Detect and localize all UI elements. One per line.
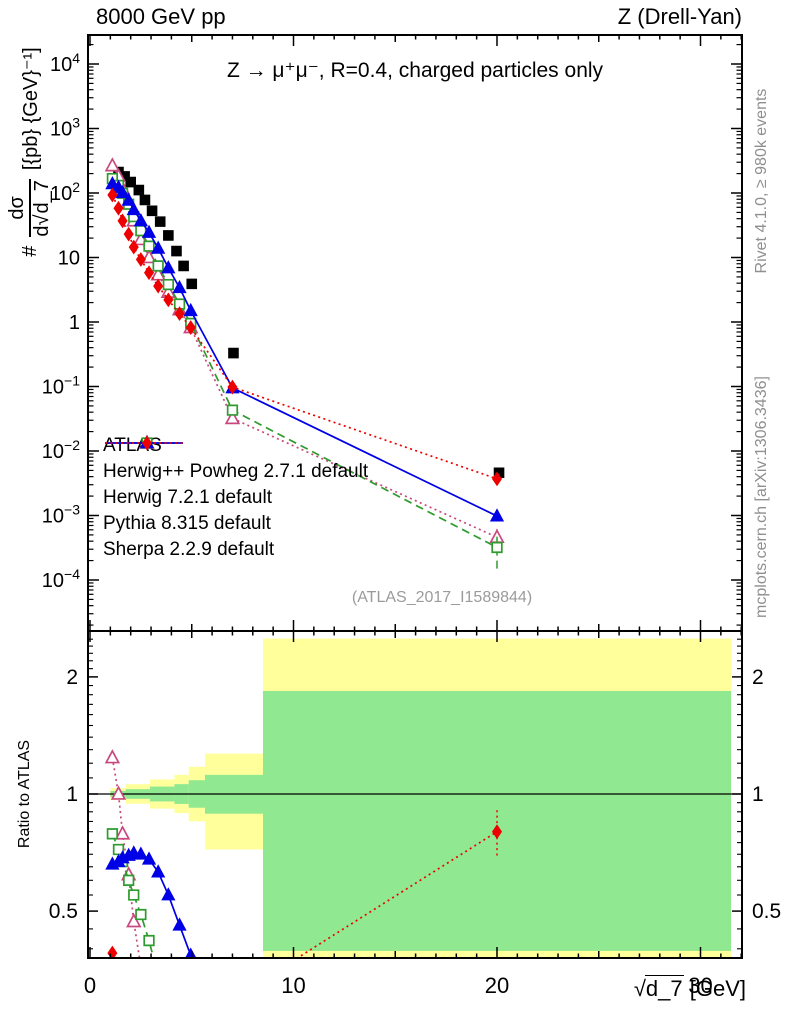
process-label: Z (Drell-Yan) xyxy=(617,4,742,29)
svg-text:102: 102 xyxy=(50,179,80,205)
ratio-series xyxy=(104,749,503,958)
sqrt-symbol: √ xyxy=(633,976,646,1001)
y-axis-fraction: dσ d√d_7 xyxy=(6,179,53,237)
main-series xyxy=(104,157,505,569)
plot-title: Z → μ⁺μ⁻, R=0.4, charged particles only xyxy=(226,59,604,82)
y-axis-title-main: # dσ d√d_7 [{pb} {GeV}⁻¹] xyxy=(2,2,58,302)
svg-text:0.5: 0.5 xyxy=(752,900,781,923)
ratio-uncertainty-bands xyxy=(110,638,732,958)
legend-label: Herwig 7.2.1 default xyxy=(103,487,272,508)
svg-text:10: 10 xyxy=(281,973,305,998)
y-axis-numerator: dσ xyxy=(6,179,31,237)
legend-item-herwig7: Herwig 7.2.1 default xyxy=(103,437,368,511)
legend-item-sherpa: Sherpa 2.2.9 default xyxy=(103,435,368,563)
legend: ATLAS Herwig++ Powheg 2.7.1 default Herw… xyxy=(103,433,368,563)
axis-ticks xyxy=(88,35,742,958)
svg-text:2: 2 xyxy=(752,666,764,689)
svg-text:10−1: 10−1 xyxy=(42,373,80,399)
svg-text:1: 1 xyxy=(69,312,80,334)
legend-label: Pythia 8.315 default xyxy=(103,513,271,534)
svg-text:20: 20 xyxy=(485,973,509,998)
x-axis-radicand: d_7 xyxy=(644,975,684,1001)
svg-text:10−3: 10−3 xyxy=(42,502,80,528)
y-axis-title-ratio: Ratio to ATLAS xyxy=(16,739,33,849)
analysis-watermark: (ATLAS_2017_I1589844) xyxy=(351,589,533,606)
legend-item-herwigpp: Herwig++ Powheg 2.7.1 default xyxy=(103,434,369,485)
sherpa-marker-icon xyxy=(105,435,183,451)
svg-text:10−4: 10−4 xyxy=(42,566,80,592)
rivet-version-note: Rivet 4.1.0, ≥ 980k events xyxy=(753,88,770,274)
legend-label: Herwig++ Powheg 2.7.1 default xyxy=(103,461,369,482)
svg-text:1: 1 xyxy=(66,783,78,806)
x-axis-title: √d_7 [GeV] xyxy=(633,975,746,1002)
svg-text:10−2: 10−2 xyxy=(42,437,80,463)
legend-label: Sherpa 2.2.9 default xyxy=(103,539,275,560)
mcplots-reference-note: mcplots.cern.ch [arXiv:1306.3436] xyxy=(753,376,770,618)
y-axis-units: [{pb} {GeV}⁻¹] xyxy=(19,47,42,171)
svg-text:103: 103 xyxy=(50,115,80,141)
svg-text:10: 10 xyxy=(58,248,80,270)
svg-text:1: 1 xyxy=(752,783,764,806)
y-axis-denominator: d√d_7 xyxy=(30,179,53,237)
svg-text:0: 0 xyxy=(84,973,96,998)
svg-text:104: 104 xyxy=(50,50,80,76)
legend-item-pythia: Pythia 8.315 default xyxy=(103,435,368,537)
x-axis-units: [GeV] xyxy=(683,976,746,1001)
y-axis-prefix: # xyxy=(18,245,41,257)
beam-energy-label: 8000 GeV pp xyxy=(96,4,226,29)
svg-text:2: 2 xyxy=(66,666,78,689)
svg-text:0.5: 0.5 xyxy=(49,900,78,923)
svg-text:30: 30 xyxy=(688,973,712,998)
